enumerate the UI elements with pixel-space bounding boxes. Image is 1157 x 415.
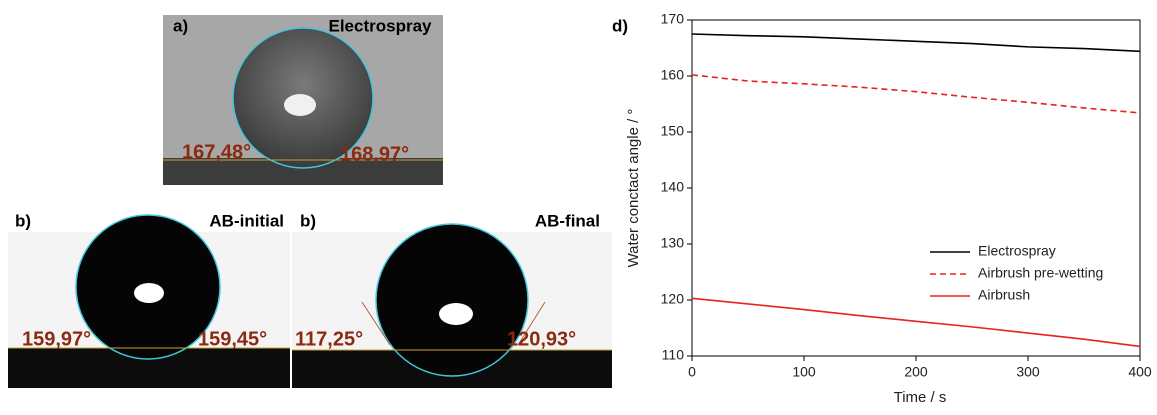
y-tick-label: 170	[661, 11, 685, 27]
panel-label: b)	[300, 211, 316, 230]
y-axis-label: Water conctact angle / °	[625, 109, 642, 268]
series-line	[691, 297, 1141, 348]
angle-label: 117,25°	[295, 328, 363, 350]
y-tick-label: 120	[661, 291, 685, 307]
angle-label: 120,93°	[507, 328, 576, 350]
series-line	[691, 33, 1141, 53]
angle-label: 159,45°	[198, 328, 267, 350]
angle-label: 159,97°	[22, 328, 91, 350]
panel-label: d)	[612, 16, 628, 35]
y-tick-label: 160	[661, 67, 685, 83]
y-tick-label: 110	[662, 347, 685, 363]
legend-label: Airbrush pre-wetting	[978, 265, 1103, 281]
panel-label: b)	[15, 211, 31, 230]
y-tick-label: 150	[661, 123, 685, 139]
x-axis-label: Time / s	[894, 389, 947, 406]
x-tick-label: 100	[792, 364, 816, 380]
angle-label: 168,97°	[340, 143, 409, 165]
panel-title: Electrospray	[329, 16, 433, 35]
x-tick-label: 0	[688, 364, 696, 380]
x-tick-label: 300	[1016, 364, 1040, 380]
legend-label: Electrospray	[978, 243, 1056, 259]
panel-title: AB-initial	[209, 211, 284, 230]
x-tick-label: 400	[1128, 364, 1152, 380]
photo-a	[163, 15, 443, 185]
y-tick-label: 140	[661, 179, 685, 195]
angle-label: 167,48°	[182, 141, 251, 163]
series-line	[691, 74, 1141, 114]
x-tick-label: 200	[904, 364, 928, 380]
y-tick-label: 130	[661, 235, 685, 251]
photo-b2	[292, 223, 612, 388]
legend-label: Airbrush	[978, 287, 1030, 303]
panel-title: AB-final	[535, 211, 600, 230]
panel-label: a)	[173, 16, 188, 35]
photo-b1	[8, 214, 290, 388]
